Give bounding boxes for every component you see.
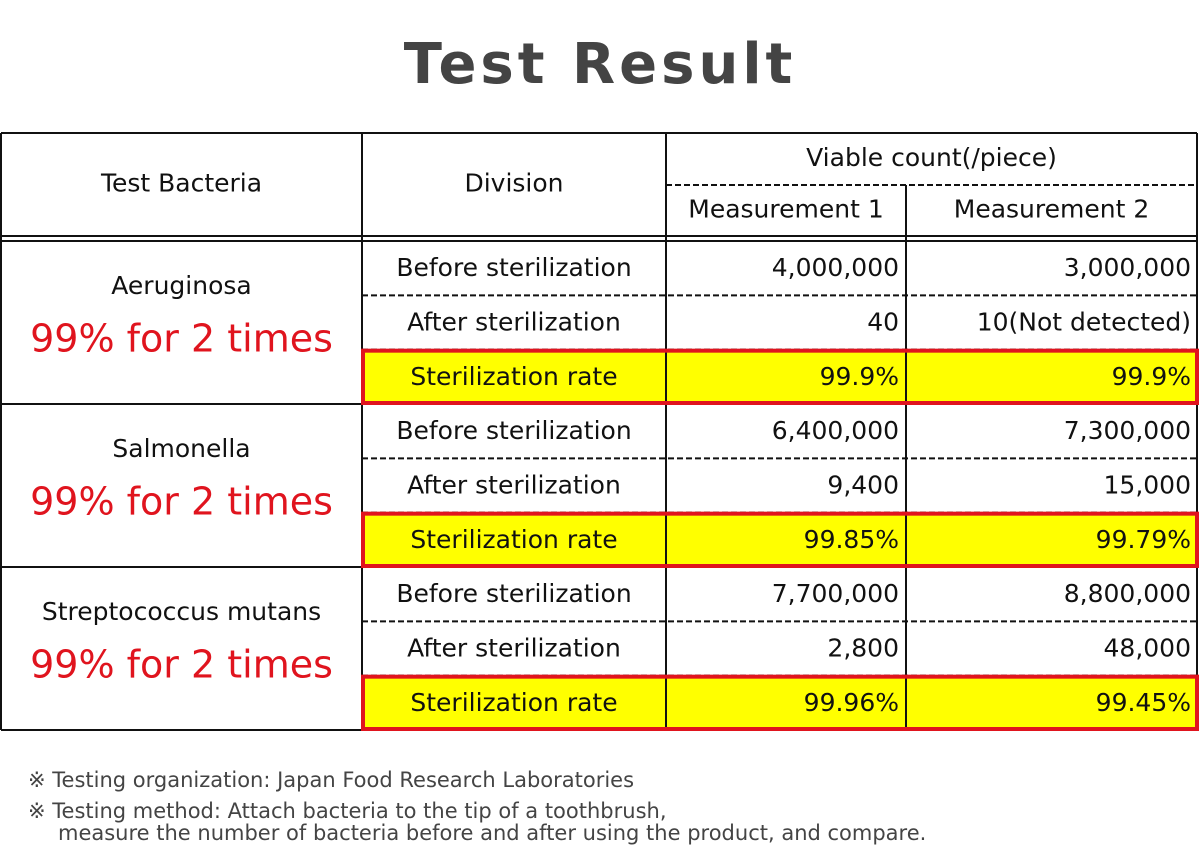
division-cell: After sterilization <box>407 471 621 500</box>
value-cell: 8,800,000 <box>1064 579 1191 608</box>
value-cell: 48,000 <box>1104 634 1191 663</box>
highlight-row <box>362 675 1197 730</box>
value-cell: 10(Not detected) <box>977 308 1191 337</box>
value-cell: 4,000,000 <box>772 253 899 282</box>
result-note: 99% for 2 times <box>30 317 333 361</box>
value-cell: 40 <box>867 308 899 337</box>
highlight-frame <box>361 511 1199 569</box>
title: Test Result <box>404 32 797 97</box>
highlight-row <box>362 349 1197 404</box>
value-cell: 2,800 <box>827 634 899 663</box>
value-cell: 7,700,000 <box>772 579 899 608</box>
footnote: ※ Testing method: Attach bacteria to the… <box>28 799 667 823</box>
bacteria-name: Aeruginosa <box>111 271 251 300</box>
division-cell: Before sterilization <box>396 253 631 282</box>
highlight-frame <box>361 674 1199 732</box>
value-cell: 99.45% <box>1096 688 1191 717</box>
highlight-frame <box>361 348 1199 405</box>
value-cell: 7,300,000 <box>1064 416 1191 445</box>
header-cell: Division <box>464 169 563 198</box>
highlight-row <box>362 512 1197 567</box>
division-cell: Before sterilization <box>396 579 631 608</box>
division-cell: Sterilization rate <box>410 362 617 391</box>
bacteria-name: Streptococcus mutans <box>42 597 321 626</box>
division-cell: Sterilization rate <box>410 688 617 717</box>
bacteria-name: Salmonella <box>112 434 250 463</box>
division-cell: Before sterilization <box>396 416 631 445</box>
division-cell: After sterilization <box>407 634 621 663</box>
header-cell: Measurement 1 <box>688 195 883 224</box>
header-cell: Viable count(/piece) <box>806 143 1057 172</box>
header-cell: Test Bacteria <box>100 169 262 198</box>
value-cell: 99.79% <box>1096 525 1191 554</box>
footnote: measure the number of bacteria before an… <box>58 821 926 845</box>
value-cell: 99.9% <box>1112 362 1191 391</box>
result-note: 99% for 2 times <box>30 643 333 687</box>
value-cell: 15,000 <box>1104 471 1191 500</box>
value-cell: 6,400,000 <box>772 416 899 445</box>
division-cell: Sterilization rate <box>410 525 617 554</box>
header-cell: Measurement 2 <box>954 195 1149 224</box>
footnote: ※ Testing organization: Japan Food Resea… <box>28 768 634 792</box>
value-cell: 9,400 <box>827 471 899 500</box>
value-cell: 99.9% <box>820 362 899 391</box>
value-cell: 99.96% <box>804 688 899 717</box>
value-cell: 99.85% <box>804 525 899 554</box>
division-cell: After sterilization <box>407 308 621 337</box>
value-cell: 3,000,000 <box>1064 253 1191 282</box>
result-note: 99% for 2 times <box>30 480 333 524</box>
